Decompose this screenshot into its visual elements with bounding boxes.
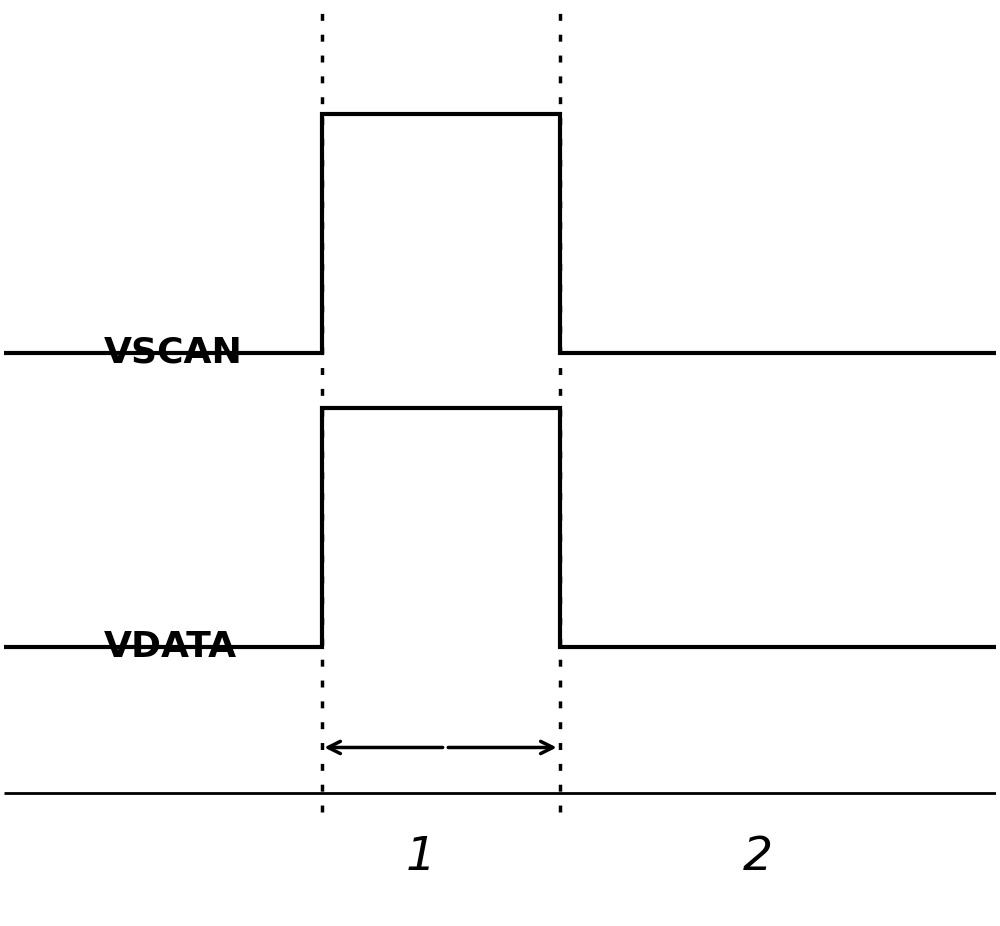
Text: VSCAN: VSCAN (103, 336, 242, 369)
Text: 1: 1 (406, 835, 436, 880)
Text: VDATA: VDATA (103, 630, 236, 664)
Text: 2: 2 (743, 835, 773, 880)
